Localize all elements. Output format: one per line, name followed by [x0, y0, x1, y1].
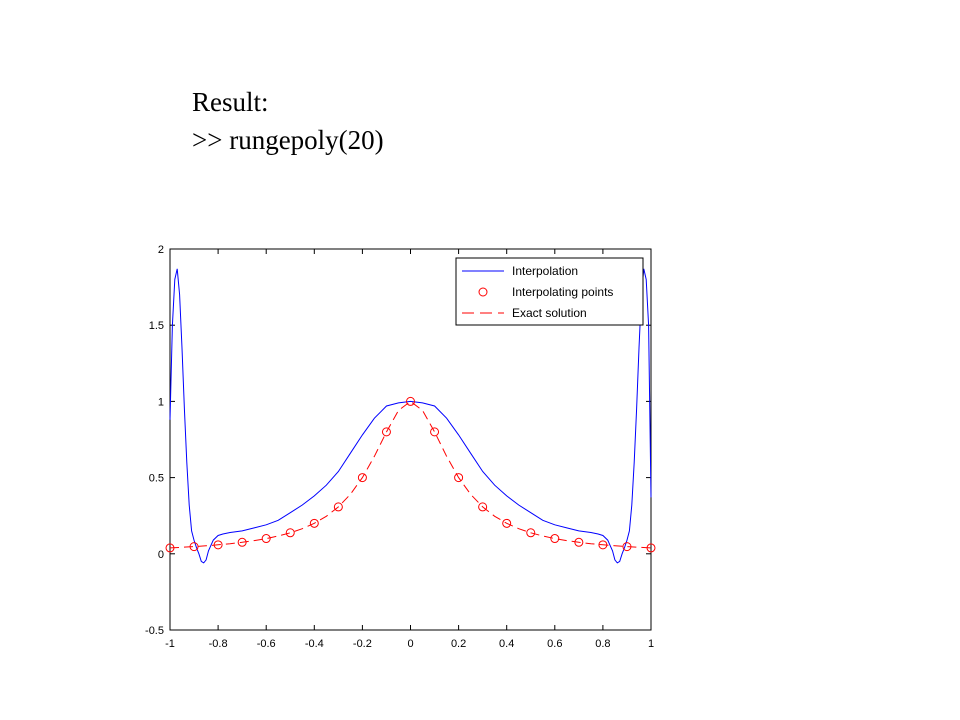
- interpolating-point-marker: [478, 502, 488, 512]
- legend-label: Interpolation: [512, 264, 578, 278]
- x-tick-label: -0.8: [209, 638, 228, 650]
- x-tick-label: -0.2: [353, 638, 372, 650]
- result-label: Result:: [192, 87, 269, 117]
- x-tick-label: -1: [165, 638, 175, 650]
- x-tick-label: 1: [648, 638, 654, 650]
- series-layer: [165, 268, 656, 564]
- interpolating-point-marker: [333, 502, 343, 512]
- x-tick-label: -0.6: [257, 638, 276, 650]
- interpolation-line: [169, 268, 652, 564]
- y-tick-label: 0: [158, 549, 164, 561]
- x-tick-label: 0.2: [451, 638, 466, 650]
- y-tick-label: 2: [158, 244, 164, 256]
- x-tick-label: 0.8: [595, 638, 610, 650]
- y-tick-label: 1.5: [149, 320, 164, 332]
- interpolating-point-marker: [285, 528, 295, 538]
- y-tick-label: -0.5: [145, 625, 164, 637]
- interpolating-point-marker: [526, 528, 536, 538]
- x-tick-label: 0.4: [499, 638, 514, 650]
- x-tick-label: 0.6: [547, 638, 562, 650]
- interpolating-point-marker: [574, 537, 584, 547]
- interpolating-point-marker: [502, 518, 512, 528]
- legend-label: Interpolating points: [512, 285, 613, 299]
- x-tick-label: -0.4: [305, 638, 324, 650]
- interpolating-point-marker: [406, 396, 415, 406]
- x-tick-label: 0: [407, 638, 413, 650]
- legend: Interpolation Interpolating points Exact s…: [455, 257, 644, 326]
- y-tick-label: 0.5: [149, 473, 164, 485]
- interpolating-point-marker: [357, 473, 367, 483]
- interpolating-point-marker: [550, 534, 560, 544]
- y-tick-label: 1: [158, 396, 164, 408]
- interpolating-point-marker: [454, 473, 464, 483]
- interpolating-point-marker: [261, 534, 271, 544]
- interpolating-point-marker: [430, 427, 440, 437]
- x-axis-ticks: -1 -0.8 -0.6 -0.4 -0.2 0 0.2 0.4 0.6 0.8 1: [165, 249, 654, 650]
- interpolating-point-marker: [309, 518, 319, 528]
- command-text: >> rungepoly(20): [192, 125, 384, 155]
- legend-label: Exact solution: [512, 306, 587, 320]
- interpolating-point-marker: [237, 537, 247, 547]
- interpolating-point-marker: [381, 427, 391, 437]
- legend-marker-points: [478, 287, 488, 297]
